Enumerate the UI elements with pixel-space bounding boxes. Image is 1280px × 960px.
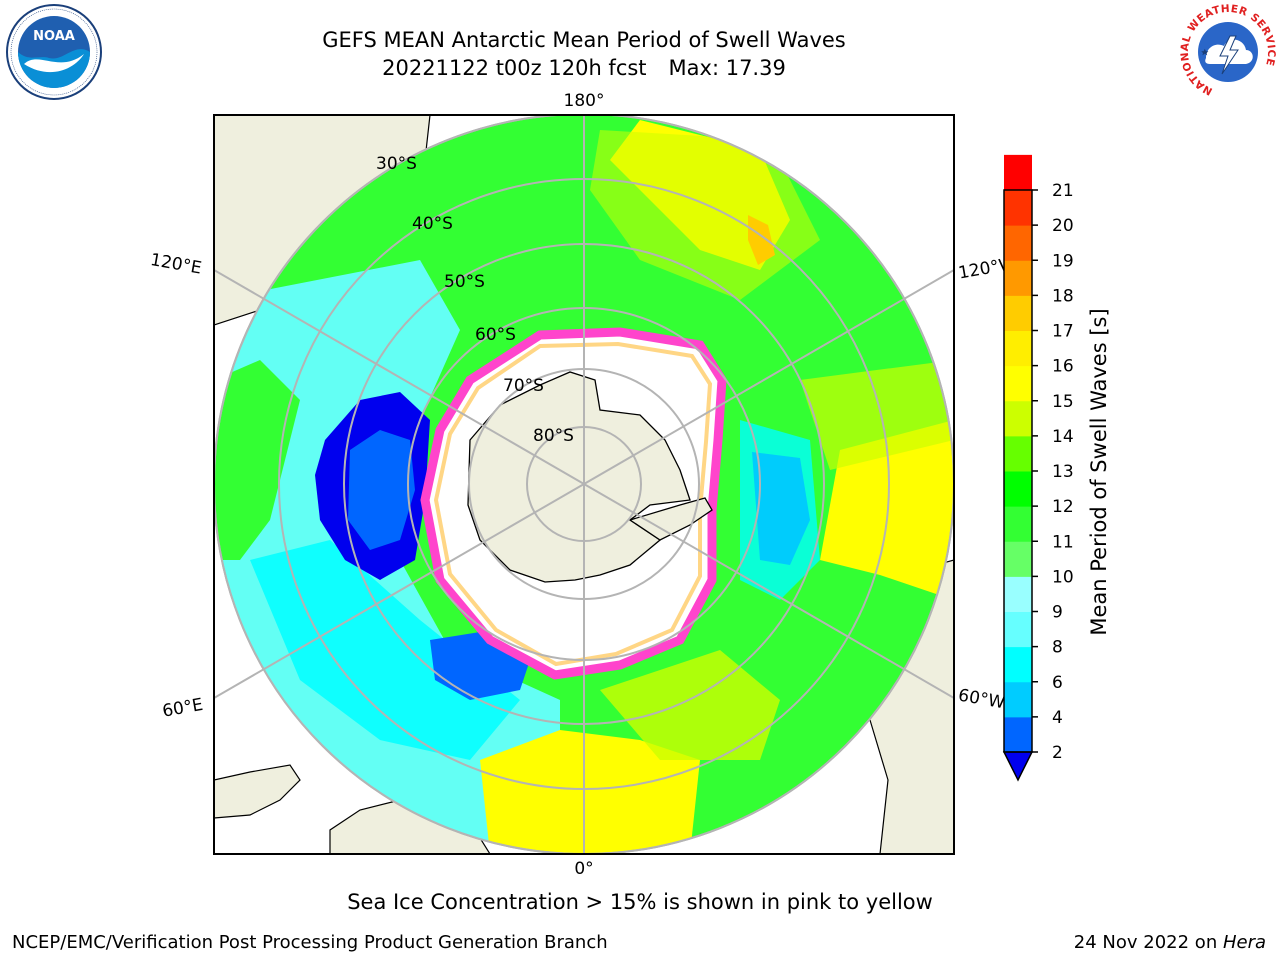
lat-label: 50°S xyxy=(444,272,485,292)
lon-label-bottom: 0° xyxy=(574,859,593,879)
lat-label: 60°S xyxy=(475,325,516,345)
page-title: GEFS MEAN Antarctic Mean Period of Swell… xyxy=(322,28,846,52)
footer-host: Hera xyxy=(1222,932,1266,953)
colorbar-tick-label: 16 xyxy=(1052,357,1074,377)
colorbar-segment xyxy=(1004,295,1032,331)
colorbar-tick-label: 9 xyxy=(1052,603,1063,623)
colorbar-segment xyxy=(1004,400,1032,437)
colorbar-tick-label: 19 xyxy=(1052,251,1074,271)
lat-label: 80°S xyxy=(533,426,574,446)
lon-label-lower-left: 60°E xyxy=(161,695,205,722)
colorbar-segment xyxy=(1004,330,1032,367)
colorbar-under-extension xyxy=(1002,751,1034,782)
colorbar-segment xyxy=(1004,190,1032,226)
forecast-run: 20221122 t00z 120h fcst xyxy=(382,56,647,80)
colorbar-tick-label: 11 xyxy=(1052,532,1074,552)
colorbar-tick-label: 10 xyxy=(1052,567,1074,587)
colorbar-segment xyxy=(1004,646,1032,683)
colorbar-segment xyxy=(1004,260,1032,296)
field-east-cyan xyxy=(740,420,820,600)
colorbar-tick-label: 2 xyxy=(1052,743,1063,763)
field-west-green-band xyxy=(214,360,300,560)
lon-label-upper-left: 120°E xyxy=(149,250,203,279)
lon-label-top: 180° xyxy=(564,91,605,111)
lon-label-lower-right: 60°W xyxy=(957,685,1007,713)
colorbar-segment xyxy=(1004,435,1032,472)
colorbar: 2 4 6 8 9 10 11 12 13 14 15 16 17 18 19 20 21 xyxy=(1002,154,1074,782)
madagascar-land xyxy=(214,764,301,819)
field-northeast-yellowgreen xyxy=(800,360,954,470)
sea-ice-inner-band xyxy=(433,341,713,667)
colorbar-tick-label: 6 xyxy=(1052,673,1063,693)
lat-label: 40°S xyxy=(412,214,453,234)
colorbar-segment xyxy=(1004,576,1032,612)
colorbar-tick-label: 8 xyxy=(1052,638,1063,658)
field-southwest-cyan xyxy=(250,540,520,760)
colorbar-segment xyxy=(1004,365,1032,402)
colorbar-tick-label: 4 xyxy=(1052,708,1063,728)
noaa-logo: NOAA xyxy=(6,4,102,100)
colorbar-tick-label: 13 xyxy=(1052,462,1074,482)
colorbar-tick-label: 17 xyxy=(1052,322,1074,342)
field-blue-pool-west-inner xyxy=(348,430,415,550)
colorbar-tick-label: 21 xyxy=(1052,181,1074,201)
antarctica-land xyxy=(467,371,691,583)
colorbar-tick-label: 12 xyxy=(1052,497,1074,517)
colorbar-segment xyxy=(1004,611,1032,648)
lat-label: 70°S xyxy=(503,376,544,396)
field-south-yellowgreen xyxy=(600,650,780,760)
footer-organization: NCEP/EMC/Verification Post Processing Pr… xyxy=(12,932,608,953)
colorbar-segment xyxy=(1004,681,1032,718)
field-south-yellow xyxy=(480,730,700,854)
field-orange-spot xyxy=(748,215,775,265)
sea-ice-caption: Sea Ice Concentration > 15% is shown in … xyxy=(347,890,933,914)
colorbar-tick-label: 18 xyxy=(1052,286,1074,306)
national-weather-service-logo: NATIONAL WEATHER SERVICE xyxy=(1179,3,1277,100)
colorbar-segment xyxy=(1004,541,1032,577)
colorbar-segment xyxy=(1004,225,1032,261)
colorbar-tick-label: 15 xyxy=(1052,392,1074,412)
map-frame xyxy=(213,114,955,855)
lat-label: 30°S xyxy=(376,154,417,174)
footer-date-text: 24 Nov 2022 on xyxy=(1073,932,1223,953)
antarctic-peninsula-land xyxy=(628,497,713,541)
footer-date: 24 Nov 2022 on Hera xyxy=(1074,932,1266,953)
colorbar-segment xyxy=(1004,154,1032,191)
colorbar-tick-label: 14 xyxy=(1052,427,1074,447)
colorbar-segment xyxy=(1004,506,1032,542)
colorbar-segment xyxy=(1004,471,1032,507)
noaa-logo-text: NOAA xyxy=(33,29,75,44)
colorbar-tick-label: 20 xyxy=(1052,216,1074,236)
colorbar-segment xyxy=(1004,716,1032,753)
colorbar-label: Mean Period of Swell Waves [s] xyxy=(1087,308,1111,635)
max-value: Max: 17.39 xyxy=(668,56,786,80)
forecast-run-line: 20221122 t00z 120h fcst Max: 17.39 xyxy=(0,55,1168,81)
